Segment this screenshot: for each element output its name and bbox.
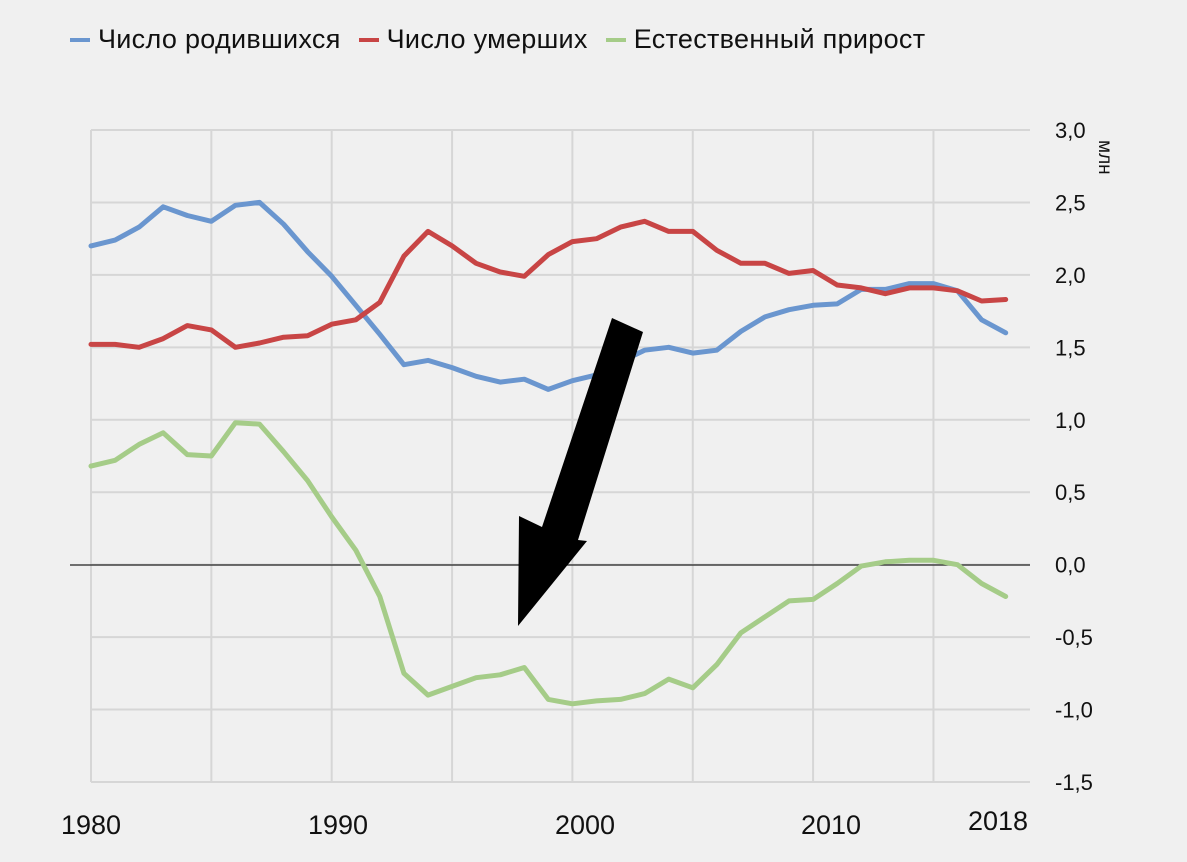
legend-swatch-births	[70, 37, 90, 42]
y-tick-label: -1,0	[1055, 698, 1093, 723]
arrow-annotation-icon	[518, 318, 643, 626]
legend-label-births: Число родившихся	[98, 24, 341, 54]
x-tick-label: 2000	[555, 810, 615, 840]
deaths-line	[88, 218, 1009, 350]
x-tick-label: 1990	[308, 810, 368, 840]
y-tick-label: 1,0	[1055, 408, 1086, 433]
births-line	[88, 199, 1009, 392]
y-tick-label: 0,0	[1055, 553, 1086, 578]
y-tick-label: 1,5	[1055, 335, 1086, 360]
legend-label-natural-growth: Естественный прирост	[633, 24, 926, 54]
y-tick-label: 0,5	[1055, 480, 1086, 505]
y-tick-label: -1,5	[1055, 770, 1093, 795]
chart-legend: Число родившихся Число умерших Естествен…	[70, 24, 943, 55]
y-tick-label: 2,0	[1055, 263, 1086, 288]
y-tick-label: -0,5	[1055, 625, 1093, 650]
chart-series	[88, 199, 1009, 707]
legend-item-deaths: Число умерших	[358, 24, 588, 55]
legend-item-births: Число родившихся	[70, 24, 341, 55]
legend-swatch-natural-growth	[605, 37, 626, 42]
y-tick-label: 3,0	[1055, 118, 1086, 143]
y-tick-label: 2,5	[1055, 190, 1086, 215]
natural-growth-line	[88, 420, 1009, 707]
legend-label-deaths: Число умерших	[386, 24, 588, 54]
x-tick-label: 2018	[968, 806, 1028, 836]
legend-item-natural-growth: Естественный прирост	[605, 24, 926, 55]
legend-swatch-deaths	[358, 37, 379, 42]
x-tick-label: 2010	[801, 810, 861, 840]
x-tick-label: 1980	[61, 810, 121, 840]
chart-grid	[90, 129, 1030, 783]
y-axis-ticks: 3,0 2,5 2,0 1,5 1,0 0,5 0,0 -0,5 -1,0 -1,5	[1055, 118, 1093, 795]
x-axis-ticks: 1980 1990 2000 2010 2018	[61, 806, 1028, 840]
